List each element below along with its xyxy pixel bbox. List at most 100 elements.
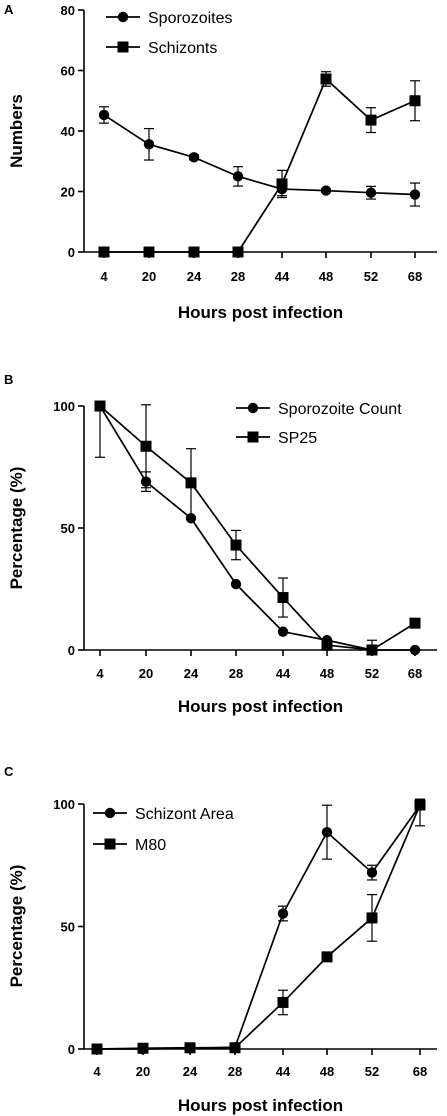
panel-letter: A: [4, 2, 14, 17]
data-point: [184, 1042, 196, 1054]
legend-entry: Sporozoites: [106, 10, 233, 27]
legend-marker: [104, 838, 116, 850]
legend-label: Schizonts: [148, 40, 217, 57]
y-axis-title: Numbers: [7, 94, 26, 168]
legend-marker: [117, 11, 129, 23]
data-point: [230, 539, 242, 551]
x-tick-label: 4: [100, 269, 108, 284]
legend-entry: Sporozoite Count: [236, 401, 402, 418]
data-point: [140, 440, 152, 452]
data-point: [409, 644, 421, 656]
legend-label: Sporozoites: [148, 10, 233, 27]
data-point: [365, 114, 377, 126]
x-axis-title: Hours post infection: [178, 697, 343, 716]
legend-label: SP25: [278, 430, 317, 447]
data-point: [321, 951, 333, 963]
data-point: [366, 912, 378, 924]
x-tick-label: 48: [319, 269, 333, 284]
x-tick-label: 44: [275, 269, 290, 284]
data-point: [277, 996, 289, 1008]
data-point: [143, 139, 155, 150]
y-axis-title: Percentage (%): [7, 865, 26, 988]
x-axis-title: Hours post infection: [178, 1096, 343, 1115]
x-tick-label: 4: [96, 666, 104, 681]
data-point: [320, 185, 332, 196]
data-point: [137, 1042, 149, 1054]
data-point: [230, 578, 242, 590]
legend-entry: SP25: [236, 430, 317, 447]
legend-marker: [247, 431, 259, 443]
data-point: [414, 799, 426, 811]
y-tick-label: 0: [68, 1042, 75, 1057]
data-point: [321, 639, 333, 651]
data-point: [366, 644, 378, 656]
legend-label: Schizont Area: [135, 806, 234, 823]
data-point: [232, 171, 244, 182]
x-tick-label: 24: [183, 1064, 198, 1079]
y-tick-label: 60: [61, 64, 75, 79]
x-tick-label: 28: [228, 1064, 242, 1079]
panel-letter: B: [4, 372, 13, 387]
y-tick-label: 100: [53, 797, 75, 812]
series-line: [103, 114, 416, 196]
x-tick-label: 68: [408, 269, 422, 284]
data-point: [321, 826, 333, 838]
data-point: [91, 1043, 103, 1055]
data-point: [98, 109, 110, 121]
data-point: [276, 178, 288, 190]
legend-marker: [117, 41, 129, 53]
chart-panel-a: A 0 20 40 60 80 4 20 24 28 44 48 52 68 Hours post infe…: [4, 2, 437, 322]
data-point: [185, 513, 197, 524]
data-point: [98, 246, 110, 258]
x-tick-label: 4: [93, 1064, 101, 1079]
series-line: [104, 77, 416, 253]
legend-label: M80: [135, 837, 166, 854]
chart-panel-c: C 0 50 100 4 20 24 28 44 48 52 68 Hours post infecti…: [4, 764, 437, 1115]
data-point: [320, 73, 332, 85]
x-tick-label: 20: [142, 269, 156, 284]
data-point: [229, 1042, 241, 1054]
x-tick-label: 24: [187, 269, 202, 284]
y-tick-label: 20: [61, 185, 75, 200]
data-point: [188, 152, 200, 163]
data-point: [143, 246, 155, 258]
legend-marker: [247, 402, 259, 414]
x-tick-label: 52: [365, 666, 379, 681]
legend-entry: Schizonts: [106, 40, 217, 57]
data-point: [188, 246, 200, 258]
x-tick-label: 28: [231, 269, 245, 284]
data-point: [365, 187, 377, 198]
series-square: [98, 71, 421, 258]
y-tick-label: 0: [68, 643, 75, 658]
data-point: [277, 626, 289, 637]
y-tick-label: 80: [61, 3, 75, 18]
legend-entry: M80: [93, 837, 166, 854]
x-tick-label: 44: [276, 1064, 291, 1079]
x-tick-label: 44: [276, 666, 291, 681]
y-tick-label: 40: [61, 124, 75, 139]
data-point: [94, 400, 106, 412]
x-tick-label: 48: [320, 1064, 334, 1079]
y-tick-label: 50: [61, 920, 75, 935]
legend-entry: Schizont Area: [93, 806, 234, 823]
data-point: [185, 477, 197, 489]
data-point: [409, 617, 421, 629]
data-point: [232, 246, 244, 258]
x-tick-label: 68: [408, 666, 422, 681]
panel-letter: C: [4, 764, 14, 779]
series-line: [99, 405, 416, 651]
data-point: [409, 95, 421, 107]
data-point: [366, 867, 378, 878]
x-tick-label: 20: [136, 1064, 150, 1079]
y-tick-label: 100: [53, 399, 75, 414]
x-tick-label: 24: [184, 666, 199, 681]
x-tick-label: 28: [229, 666, 243, 681]
data-point: [409, 189, 421, 200]
x-tick-label: 20: [139, 666, 153, 681]
x-tick-label: 48: [320, 666, 334, 681]
data-point: [277, 908, 289, 919]
x-tick-label: 68: [413, 1064, 427, 1079]
y-tick-label: 0: [68, 245, 75, 260]
x-axis-title: Hours post infection: [178, 303, 343, 322]
